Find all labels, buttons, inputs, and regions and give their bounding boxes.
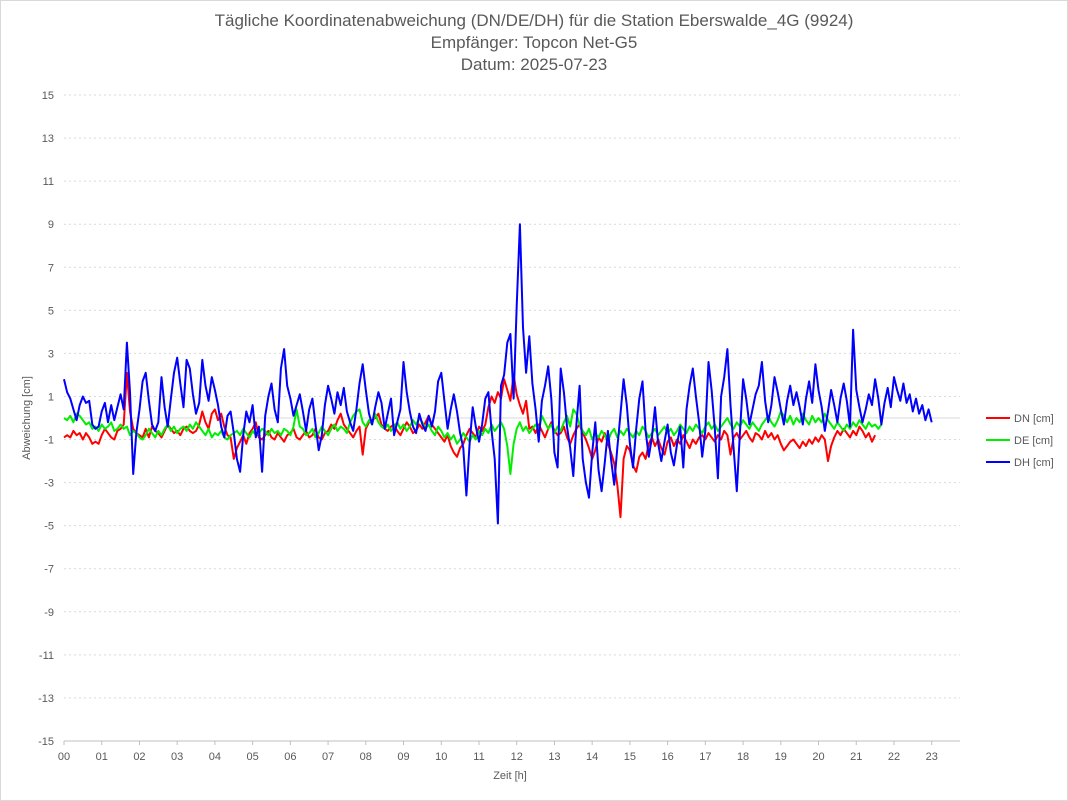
x-tick-label: 20 xyxy=(812,751,824,763)
legend-label: DN [cm] xyxy=(1014,413,1054,425)
chart-title-line-3: Datum: 2025-07-23 xyxy=(460,55,608,74)
x-tick-label: 11 xyxy=(473,751,484,763)
x-axis-label: Zeit [h] xyxy=(493,770,527,782)
y-tick-label: -9 xyxy=(44,607,54,619)
x-tick-label: 22 xyxy=(888,751,900,763)
chart-title-line-2: Empfänger: Topcon Net-G5 xyxy=(430,33,638,52)
x-tick-label: 16 xyxy=(661,751,673,763)
legend-label: DH [cm] xyxy=(1014,457,1054,469)
y-axis-label: Abweichung [cm] xyxy=(21,376,33,460)
x-tick-label: 08 xyxy=(360,751,372,763)
x-tick-label: 15 xyxy=(624,751,636,763)
x-tick-label: 12 xyxy=(511,751,523,763)
y-tick-label: -5 xyxy=(44,521,54,533)
x-tick-label: 21 xyxy=(850,751,862,763)
tick-layer: 15 13 11 9 7 5 3 1 -1 -3 -5 -7 -9 -11 -13 -15 00 01 02 03 04… xyxy=(38,90,938,763)
y-tick-label: -3 xyxy=(44,478,54,490)
y-tick-label: 13 xyxy=(42,133,54,145)
series-line-de xyxy=(63,408,883,475)
y-tick-label: -13 xyxy=(38,693,54,705)
series-line-dh xyxy=(63,223,933,525)
x-tick-label: 14 xyxy=(586,751,598,763)
x-tick-label: 18 xyxy=(737,751,749,763)
x-tick-label: 17 xyxy=(699,751,711,763)
y-tick-label: 7 xyxy=(48,262,54,274)
legend: DN [cm] DE [cm] DH [cm] xyxy=(986,413,1054,469)
x-tick-label: 23 xyxy=(926,751,938,763)
y-tick-label: -11 xyxy=(39,650,54,662)
x-tick-label: 01 xyxy=(96,751,108,763)
x-tick-label: 09 xyxy=(397,751,409,763)
series-layer xyxy=(63,223,933,525)
chart-title: Tägliche Koordinatenabweichung (DN/DE/DH… xyxy=(0,10,1068,76)
chart-title-line-1: Tägliche Koordinatenabweichung (DN/DE/DH… xyxy=(214,11,854,30)
y-tick-label: 15 xyxy=(42,90,54,102)
grid-layer xyxy=(63,94,960,745)
x-tick-label: 00 xyxy=(58,751,70,763)
y-tick-label: -15 xyxy=(38,736,54,748)
legend-label: DE [cm] xyxy=(1014,435,1053,447)
x-tick-label: 03 xyxy=(171,751,183,763)
y-tick-label: 9 xyxy=(48,219,54,231)
x-tick-label: 02 xyxy=(133,751,145,763)
x-tick-label: 13 xyxy=(548,751,560,763)
y-tick-label: -7 xyxy=(44,564,54,576)
y-tick-label: 11 xyxy=(43,176,54,188)
y-tick-label: 1 xyxy=(48,391,54,403)
y-tick-label: -1 xyxy=(44,435,54,447)
x-tick-label: 10 xyxy=(435,751,447,763)
x-tick-label: 05 xyxy=(247,751,259,763)
y-tick-label: 5 xyxy=(48,305,54,317)
x-tick-label: 07 xyxy=(322,751,334,763)
x-tick-label: 04 xyxy=(209,751,221,763)
x-tick-label: 06 xyxy=(284,751,296,763)
y-tick-label: 3 xyxy=(48,348,54,360)
x-tick-label: 19 xyxy=(775,751,787,763)
